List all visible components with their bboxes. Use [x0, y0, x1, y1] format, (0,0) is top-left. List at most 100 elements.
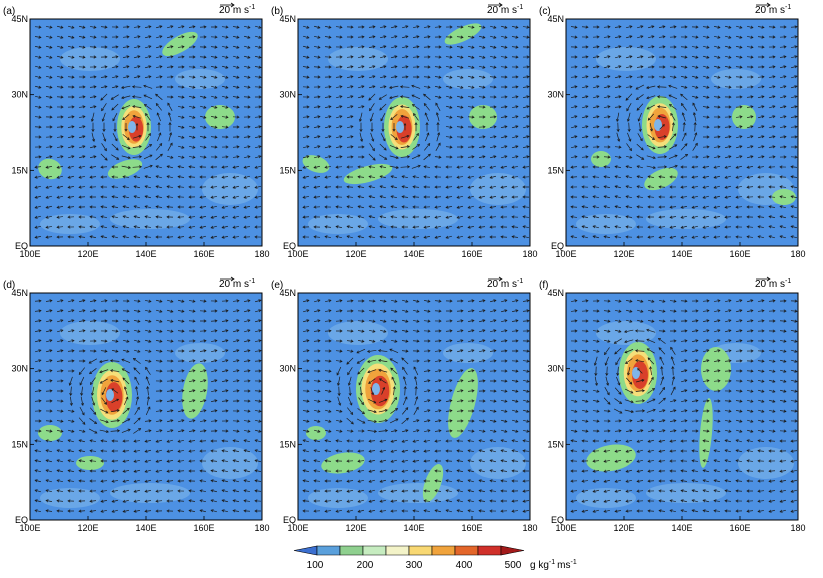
wind-arrow-head [361, 55, 365, 59]
wind-arrow [604, 65, 610, 69]
wind-arrow [625, 86, 633, 88]
wind-arrow-head [423, 439, 427, 443]
wind-arrow-head [434, 225, 438, 229]
wind-arrow [222, 509, 228, 513]
wind-arrow [401, 350, 409, 352]
wind-arrow [370, 387, 374, 395]
wind-arrow-head [38, 379, 42, 383]
wind-arrow [380, 459, 386, 463]
wind-arrow-head [337, 393, 341, 397]
wind-arrow [358, 85, 364, 89]
wind-arrow [669, 310, 677, 312]
wind-arrow [221, 400, 229, 402]
wind-arrow [456, 320, 464, 322]
wind-arrow-head [629, 309, 633, 313]
wind-arrow-head [493, 135, 497, 139]
wind-arrow-head [574, 35, 578, 39]
wind-arrow [68, 459, 74, 463]
wind-arrow [691, 56, 699, 58]
wind-arrow [346, 146, 354, 148]
wind-arrow-head [436, 121, 440, 125]
wind-arrow [145, 449, 151, 453]
wind-arrow [324, 460, 332, 462]
wind-arrow-head [662, 75, 666, 79]
low-flux-region [576, 214, 636, 234]
wind-arrow [468, 479, 474, 483]
wind-arrow-head [467, 479, 471, 483]
lon-tick-label: 100E [555, 249, 576, 259]
wind-arrow [724, 76, 732, 78]
wind-arrow [614, 226, 622, 228]
wind-arrow [78, 116, 86, 118]
wind-arrow-head [34, 449, 38, 453]
wind-arrow-head [203, 359, 207, 363]
wind-arrow [177, 390, 185, 392]
wind-arrow [303, 439, 309, 443]
wind-arrow [89, 226, 97, 228]
wind-arrow-head [155, 93, 159, 97]
wind-arrow-head [695, 155, 699, 159]
wind-arrow-head [574, 125, 578, 129]
wind-arrow-head [739, 319, 743, 323]
wind-arrow [244, 165, 250, 169]
wind-arrow [703, 215, 709, 219]
wind-arrow-head [724, 175, 728, 179]
wind-arrow [314, 135, 320, 139]
wind-arrow [370, 112, 374, 122]
wind-arrow [746, 56, 754, 58]
wind-arrow [89, 300, 97, 302]
wind-arrow [457, 499, 463, 503]
wind-arrow-head [192, 319, 196, 323]
wind-arrow [424, 409, 430, 413]
wind-arrow [681, 225, 687, 229]
wind-arrow-head [412, 469, 416, 473]
wind-arrow-head [772, 95, 776, 99]
wind-arrow [100, 480, 108, 482]
wind-arrow [244, 319, 250, 323]
wind-arrow-head [121, 106, 125, 110]
wind-arrow [45, 35, 53, 39]
wind-arrow-head [401, 459, 405, 463]
wind-arrow [188, 440, 196, 442]
wind-arrow [167, 102, 173, 112]
wind-arrow-head [306, 409, 310, 413]
wind-arrow [400, 86, 410, 88]
wind-arrow [57, 319, 63, 323]
wind-arrow [413, 133, 419, 141]
wind-arrow [110, 379, 120, 383]
wind-arrow [714, 185, 720, 189]
wind-arrow [657, 156, 667, 158]
wind-arrow-head [390, 489, 394, 493]
wind-arrow [692, 143, 698, 151]
wind-arrow-head [628, 138, 632, 142]
wind-arrow [625, 300, 633, 302]
wind-arrow-head [328, 309, 332, 313]
wind-arrow-head [60, 359, 64, 363]
wind-arrow-head [437, 142, 441, 146]
wind-arrow [358, 489, 364, 493]
wind-arrow-head [324, 235, 328, 239]
wind-arrow-head [728, 65, 732, 69]
wind-arrow-head [794, 55, 798, 59]
wind-arrow-head [647, 215, 651, 219]
wind-arrow-head [243, 235, 247, 239]
wind-arrow [177, 460, 185, 462]
wind-arrow [625, 226, 633, 228]
wind-arrow-head [210, 469, 214, 473]
wind-arrow-head [104, 319, 108, 323]
wind-arrow-head [500, 165, 504, 169]
wind-arrow-head [471, 379, 475, 383]
wind-arrow-head [772, 319, 776, 323]
wind-arrow-head [100, 185, 104, 189]
wind-arrow-head [133, 225, 137, 229]
wind-arrow-head [717, 105, 721, 109]
wind-arrow [414, 396, 418, 406]
wind-arrow-head [618, 95, 622, 99]
wind-arrow-head [313, 469, 317, 473]
wind-arrow [467, 116, 475, 118]
wind-arrow-head [89, 235, 93, 239]
wind-arrow-head [728, 115, 732, 119]
wind-arrow-head [71, 25, 75, 29]
wind-arrow-head [779, 205, 783, 209]
wind-arrow-head [482, 309, 486, 313]
